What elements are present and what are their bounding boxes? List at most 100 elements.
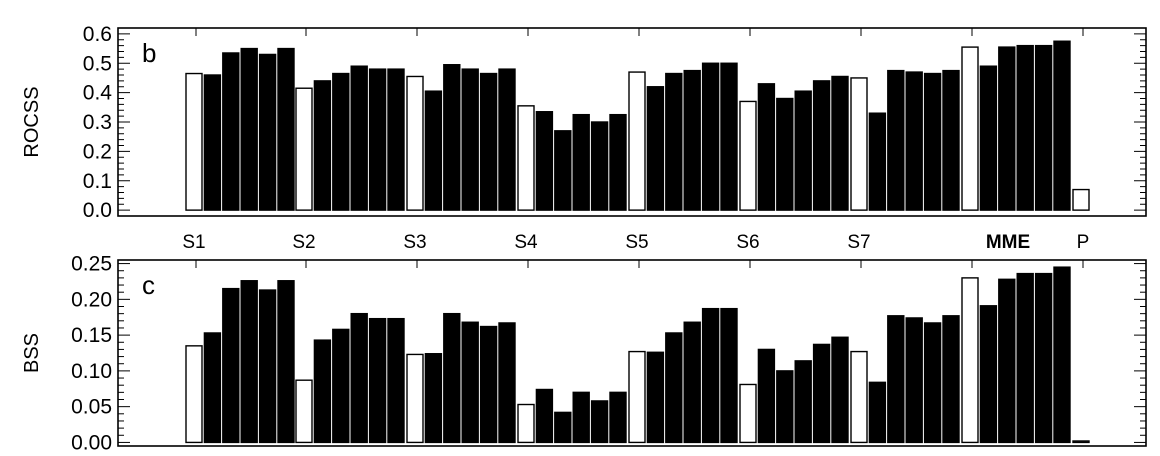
bar-s2-5 <box>368 68 387 211</box>
panel-letter: b <box>142 38 156 68</box>
y-tick-label: 0.00 <box>71 431 112 454</box>
bar-p-1 <box>1072 188 1090 211</box>
y-tick-label: 0.4 <box>83 82 113 105</box>
bar-s6-5 <box>812 80 831 211</box>
category-label-s1: S1 <box>182 232 205 253</box>
bar-s7-3 <box>887 315 905 444</box>
y-tick-label: 0.05 <box>71 396 112 419</box>
bar-s3-2 <box>424 90 443 211</box>
category-label-s5: S5 <box>625 232 648 253</box>
y-tick-label: 0.0 <box>83 199 112 222</box>
bar-mme-6 <box>1053 266 1071 444</box>
bar-s4-2 <box>535 111 554 211</box>
bar-s3-3 <box>443 64 461 211</box>
bar-s3-5 <box>479 325 498 444</box>
bar-s1-6 <box>277 47 295 211</box>
bar-s6-5 <box>812 343 831 444</box>
bar-s4-5 <box>590 121 609 211</box>
bar-s3-2 <box>424 353 443 444</box>
bar-s7-5 <box>923 322 942 444</box>
bar-mme-2 <box>979 65 998 211</box>
bar-s3-6 <box>498 68 516 211</box>
bar-s5-2 <box>646 351 665 444</box>
bar-s6-6 <box>831 75 849 211</box>
bar-s7-3 <box>887 69 905 211</box>
bar-s4-1 <box>517 403 535 444</box>
category-labels: S1 S2 S3 S4 S5 S6 S7 MME P <box>182 232 1089 253</box>
bar-s6-4 <box>794 360 812 444</box>
bar-mme-1 <box>961 46 979 211</box>
bar-s2-2 <box>313 80 332 211</box>
bar-s4-5 <box>590 400 609 444</box>
y-tick-label: 0.25 <box>71 253 112 276</box>
y-tick-label: 0.2 <box>83 140 112 163</box>
bar-mme-5 <box>1034 44 1053 211</box>
bar-p-1 <box>1072 440 1090 444</box>
category-label-mme: MME <box>986 232 1030 253</box>
bar-s6-3 <box>776 97 794 211</box>
y-tick-label: 0.15 <box>71 324 112 347</box>
bar-s1-3 <box>222 287 240 444</box>
bar-s2-4 <box>350 312 368 444</box>
bar-s6-2 <box>757 83 776 211</box>
category-label-p: P <box>1077 232 1090 253</box>
y-tick-label: 0.5 <box>83 52 112 75</box>
bar-s6-1 <box>739 100 757 211</box>
rocss-panel: 0.0 0.1 0.2 0.3 0.4 0.5 0.6 ROCSS b <box>21 23 1147 222</box>
bar-s2-6 <box>387 68 405 211</box>
bar-s1-5 <box>258 53 277 211</box>
bar-s7-6 <box>942 69 960 211</box>
bar-s1-3 <box>222 52 240 211</box>
bar-s3-6 <box>498 322 516 444</box>
bar-s5-3 <box>665 332 683 444</box>
bar-s2-5 <box>368 317 387 444</box>
bss-panel: 0.00 0.05 0.10 0.15 0.20 0.25 BSS c <box>21 253 1147 454</box>
bar-s7-4 <box>905 317 923 444</box>
bar-mme-1 <box>961 277 979 444</box>
bar-mme-6 <box>1053 40 1071 211</box>
bar-s7-5 <box>923 72 942 211</box>
bar-s7-1 <box>850 350 868 444</box>
bar-s1-2 <box>203 332 222 444</box>
bar-s1-1 <box>185 72 203 211</box>
bar-s3-5 <box>479 72 498 211</box>
bar-s5-4 <box>683 321 701 444</box>
plot-frame <box>117 259 1147 447</box>
bar-s4-2 <box>535 388 554 444</box>
bar-s5-6 <box>720 62 738 211</box>
y-tick-label: 0.1 <box>83 170 112 193</box>
bar-s7-2 <box>868 381 887 444</box>
bar-s2-3 <box>332 328 350 444</box>
bar-mme-3 <box>998 278 1016 444</box>
bar-s2-4 <box>350 65 368 211</box>
category-label-s2: S2 <box>292 232 315 253</box>
y-tick-label: 0.6 <box>83 23 112 46</box>
category-label-s3: S3 <box>403 232 426 253</box>
y-axis-label: BSS <box>21 333 43 373</box>
bar-mme-3 <box>998 46 1016 211</box>
bar-s3-1 <box>406 75 424 211</box>
bar-s2-1 <box>295 379 313 444</box>
bar-s4-4 <box>572 113 590 211</box>
bar-s5-4 <box>683 69 701 211</box>
bar-s6-4 <box>794 90 812 211</box>
bar-mme-4 <box>1016 44 1034 211</box>
bar-s1-4 <box>240 47 258 211</box>
y-axis-label: ROCSS <box>21 86 43 157</box>
category-label-s4: S4 <box>514 232 538 253</box>
bar-s1-1 <box>185 345 203 444</box>
bar-s3-4 <box>461 68 479 211</box>
bar-s4-1 <box>517 105 535 211</box>
bar-s7-2 <box>868 112 887 211</box>
bar-s1-4 <box>240 280 258 444</box>
bar-s6-3 <box>776 370 794 444</box>
bar-s5-5 <box>701 62 720 211</box>
y-tick-label: 0.20 <box>71 288 112 311</box>
category-label-s6: S6 <box>736 232 759 253</box>
bar-s3-3 <box>443 312 461 444</box>
bar-s2-6 <box>387 317 405 444</box>
bar-mme-2 <box>979 305 998 444</box>
bar-s3-1 <box>406 353 424 444</box>
bar-s1-5 <box>258 289 277 444</box>
bar-s4-3 <box>554 130 572 211</box>
